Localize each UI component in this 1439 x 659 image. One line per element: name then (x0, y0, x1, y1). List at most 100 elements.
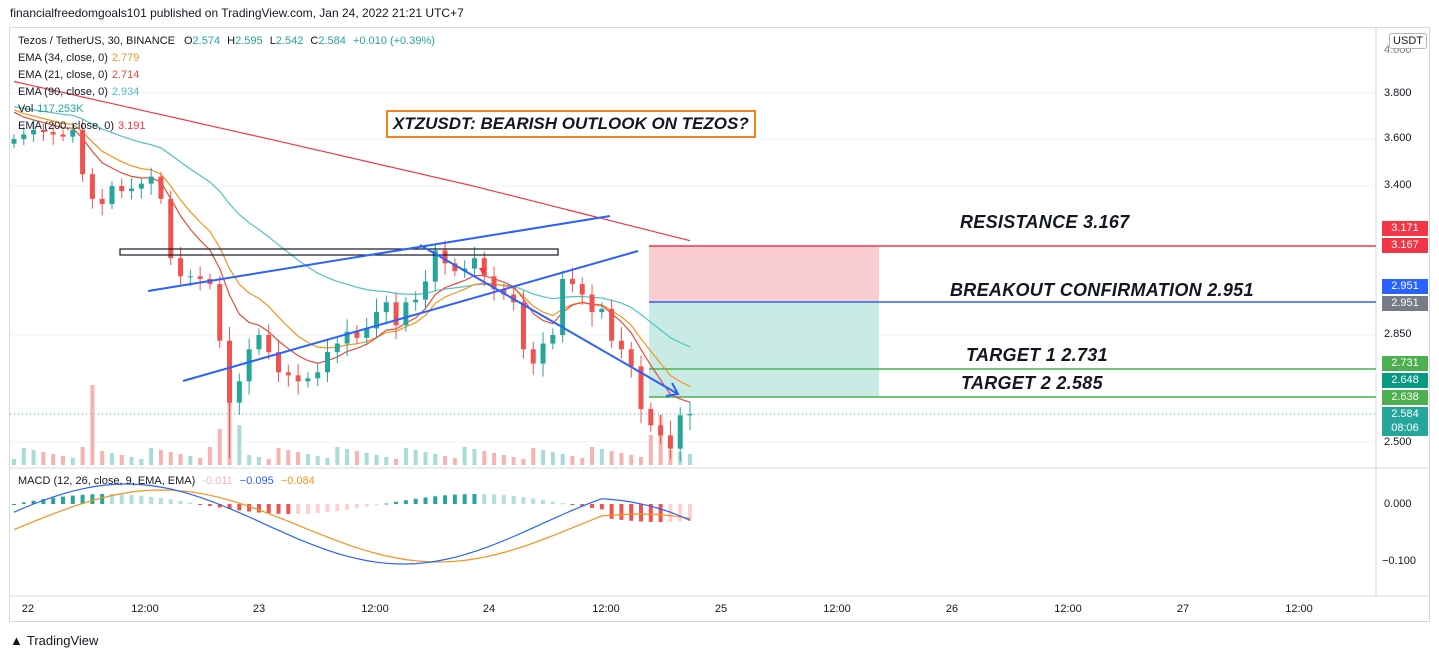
volume-bar (541, 450, 546, 465)
ema-21-path (13, 111, 691, 403)
ema34-legend: EMA (34, close, 0) 2.779 (18, 52, 139, 65)
chart-title-annotation[interactable]: XTZUSDT: BEARISH OUTLOOK ON TEZOS? (386, 110, 756, 138)
volume-bar (60, 456, 65, 465)
close-label: C (310, 35, 319, 47)
candle-body (334, 343, 340, 353)
candle-body (256, 335, 262, 350)
macd-hist-bar (237, 504, 242, 511)
low-label: L (269, 35, 276, 47)
currency-button[interactable]: USDT (1389, 33, 1427, 49)
badge-3167: 3.167 (1382, 238, 1428, 253)
volume-bar (139, 459, 144, 465)
candle-body (530, 349, 536, 364)
macd-hist-bar (668, 504, 673, 522)
badge-2951-blue: 2.951 (1382, 279, 1428, 294)
candle-body (638, 366, 644, 409)
macd-hist-bar (276, 504, 281, 514)
range-box (119, 248, 559, 256)
candle-body (393, 302, 399, 326)
ema90-label: EMA (90, close, 0) (18, 86, 108, 98)
resistance-annotation[interactable]: RESISTANCE 3.167 (960, 212, 1130, 232)
macd-hist-bar (423, 497, 428, 504)
macd-hist-bar (296, 504, 301, 514)
macd-hist-bar (492, 494, 497, 504)
candle-body (11, 139, 17, 144)
x-tick-25: 25 (714, 603, 728, 615)
candle-body (187, 276, 193, 278)
x-tick-24: 24 (482, 603, 496, 615)
macd-hist-bar (217, 504, 222, 508)
volume-bar (90, 385, 95, 465)
macd-hist-bar (119, 494, 124, 504)
macd-hist-bar (305, 504, 310, 514)
macd-line (13, 483, 691, 565)
candle-body (658, 425, 664, 436)
candle-body (442, 250, 448, 264)
target2-annotation[interactable]: TARGET 2 2.585 (961, 373, 1103, 393)
candle-body (31, 129, 37, 135)
ema200-value: 3.191 (118, 120, 146, 132)
candle-body (217, 284, 223, 341)
macd-label: MACD (12, 26, close, 9, EMA, EMA) (18, 475, 196, 487)
open-value: 2.574 (192, 35, 221, 47)
candle-body (648, 408, 654, 426)
macd-hist-bar (443, 495, 448, 504)
candle-body (138, 183, 144, 189)
macd-hist-bar (178, 500, 183, 504)
macd-hist-bar (70, 495, 75, 504)
volume-bar (550, 452, 555, 465)
macd-hist-bar (354, 504, 359, 509)
macd-hist-bar (345, 504, 350, 510)
candle-body (481, 258, 487, 277)
candle-body (60, 134, 66, 137)
macd-hist-bar (609, 504, 614, 519)
candle-body (178, 258, 184, 277)
volume-bar (374, 455, 379, 465)
candle-body (677, 415, 683, 449)
macd-hist-bar (227, 504, 232, 510)
macd-hist-bar (12, 504, 16, 505)
x-tick-25-1200: 12:00 (823, 603, 851, 615)
volume-bars (12, 385, 692, 465)
candle-body (501, 289, 507, 295)
trend-drawings (119, 215, 680, 397)
macd-hist-bar (541, 499, 546, 504)
vol-value: 117.253K (37, 103, 84, 115)
candle-body (276, 352, 282, 373)
macd-hist-bar (433, 496, 438, 504)
candle-body (560, 278, 566, 335)
tradingview-logo[interactable]: ▲ TradingView (10, 633, 98, 648)
macd-hist-bar (580, 504, 585, 507)
macd-hist-bar (394, 501, 399, 504)
candle-body (109, 186, 115, 205)
candle-body (99, 198, 105, 205)
high-value: 2.595 (235, 35, 263, 47)
candle-body (599, 308, 605, 313)
candle-body (344, 331, 350, 344)
volume-bar (531, 448, 536, 465)
macd-hist-bar (619, 504, 624, 520)
target1-annotation[interactable]: TARGET 1 2.731 (966, 345, 1108, 365)
volume-bar (237, 425, 242, 465)
volume-bar (423, 452, 428, 465)
macd-signal-value: −0.084 (280, 475, 315, 487)
tradingview-logo-text: TradingView (26, 633, 99, 648)
volume-bar (639, 457, 644, 465)
breakout-annotation[interactable]: BREAKOUT CONFIRMATION 2.951 (950, 280, 1254, 300)
volume-bar (472, 449, 477, 465)
candle-body (364, 328, 370, 338)
candle-body (129, 188, 135, 192)
volume-bar (345, 449, 350, 465)
ema-90-path (13, 106, 691, 348)
ema200-legend: EMA (200, close, 0) 3.191 (18, 120, 146, 133)
sell-marker (479, 268, 487, 275)
volume-bar (12, 459, 16, 465)
volume-bar (443, 456, 448, 465)
badge-countdown: 08:06 (1382, 421, 1428, 436)
macd-hist-bar (560, 503, 565, 505)
candle-body (80, 129, 86, 175)
ema-200-line (13, 80, 691, 242)
vol-legend: Vol 117.253K (18, 103, 84, 116)
macd-hist-bar (413, 498, 418, 504)
